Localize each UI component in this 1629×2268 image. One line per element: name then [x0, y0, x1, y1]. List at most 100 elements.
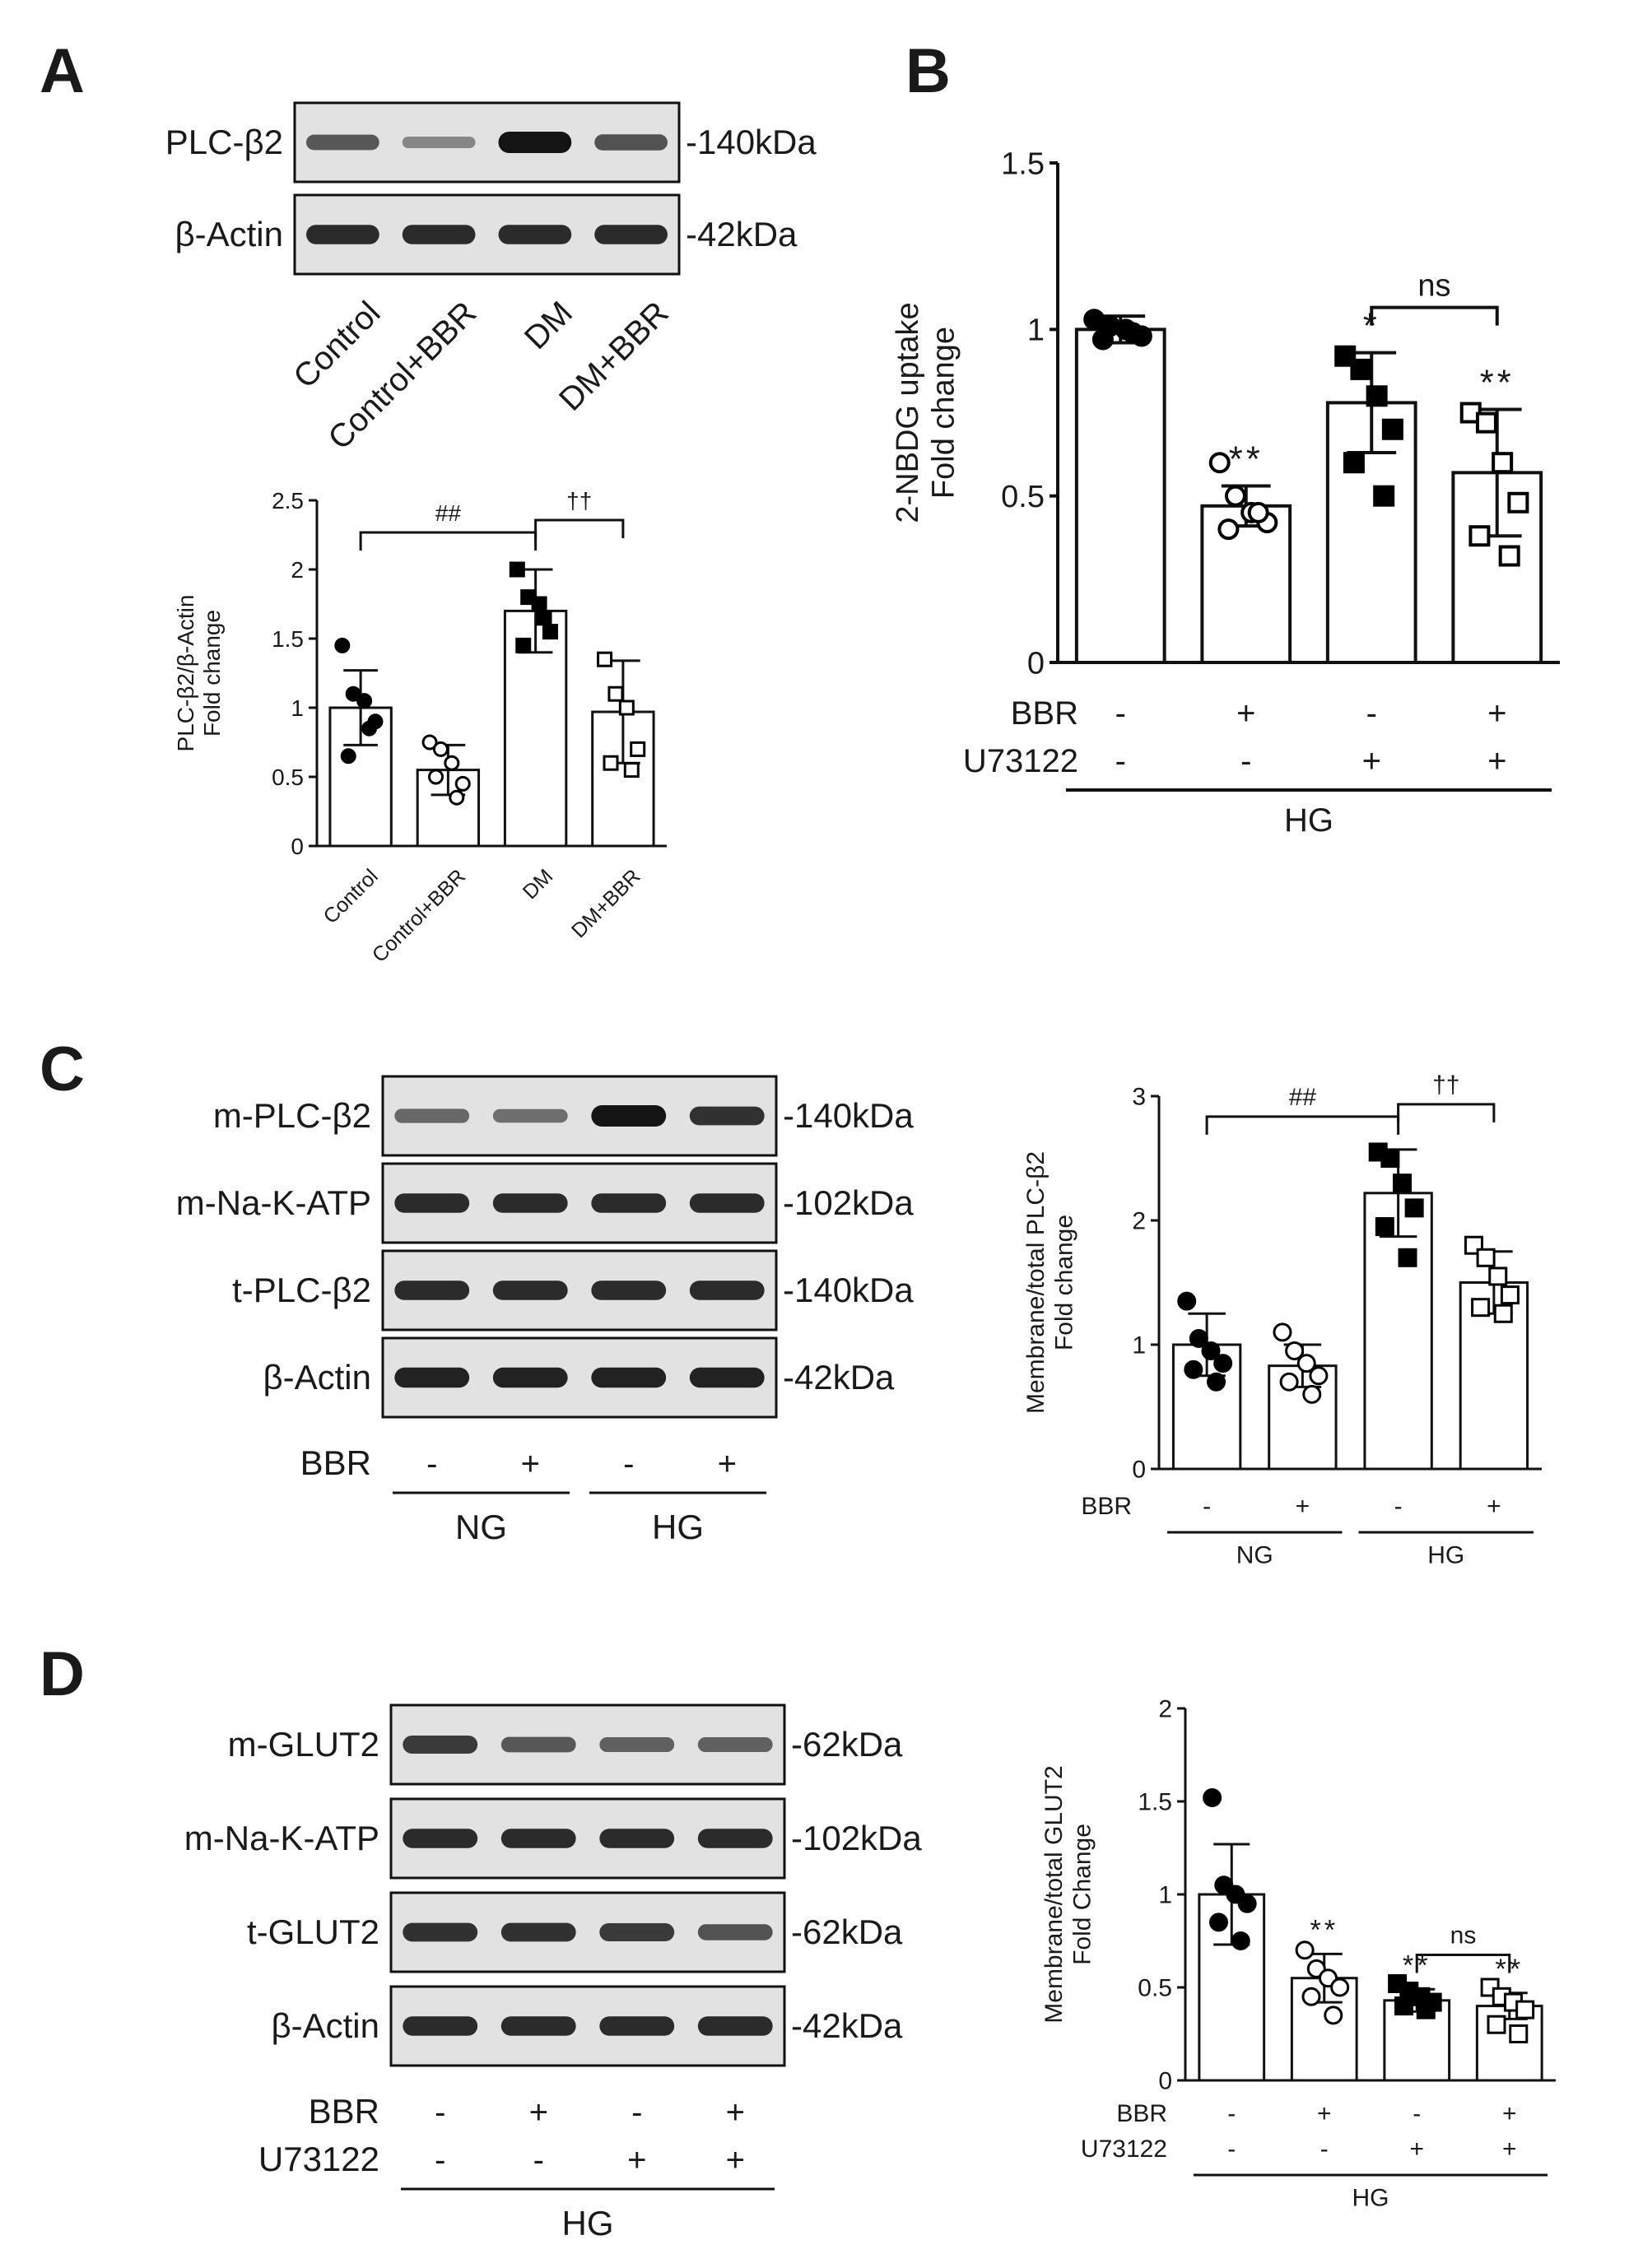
y-axis-label: Fold change	[1051, 1215, 1078, 1350]
blot-band	[594, 134, 668, 151]
y-tick-label: 3	[1132, 1084, 1146, 1111]
condition-label: BBR	[1011, 695, 1078, 732]
data-point	[1295, 1940, 1315, 1960]
data-point	[1309, 1366, 1329, 1386]
blot-label: m-GLUT2	[228, 1725, 379, 1764]
data-point	[1184, 1359, 1203, 1379]
data-point	[1302, 1384, 1322, 1404]
condition-mark: +	[1487, 1493, 1501, 1520]
data-point	[531, 596, 547, 612]
data-point	[1393, 1174, 1413, 1193]
y-tick-label: 1	[291, 695, 304, 721]
blot-band	[697, 1737, 773, 1752]
condition-label: U73122	[258, 2140, 379, 2178]
condition-mark: +	[521, 1446, 540, 1482]
y-axis-label: Membrane/total GLUT2	[1040, 1765, 1068, 2023]
data-point	[340, 748, 356, 765]
data-point	[356, 693, 373, 709]
data-point	[1207, 1372, 1226, 1392]
group-label: NG	[455, 1508, 507, 1546]
data-point	[1189, 1328, 1208, 1348]
data-point	[1476, 1248, 1496, 1267]
data-point	[1515, 2000, 1535, 2019]
data-point	[1224, 485, 1246, 507]
y-tick-label: 0	[1027, 646, 1045, 681]
y-tick-label: 1	[1158, 1882, 1172, 1909]
chart-panel-a: 0 0.5 1 1.5 2 2.5 PLC-β2/β-Actin Fold change Con…	[173, 488, 667, 967]
blot-kda: -102kDa	[791, 1819, 922, 1857]
data-point	[361, 720, 378, 737]
y-tick-label: 0	[1158, 2068, 1172, 2095]
blot-band	[500, 2016, 576, 2036]
y-axis-label: 2-NBDG uptake	[891, 302, 925, 523]
significance-bracket	[534, 518, 625, 538]
data-point	[1416, 2000, 1436, 2019]
data-point	[1487, 2015, 1506, 2034]
category-label: Control+BBR	[368, 865, 470, 967]
data-point	[1475, 411, 1497, 434]
condition-label: U73122	[963, 743, 1078, 779]
condition-mark: -	[623, 1446, 634, 1482]
data-point	[1507, 491, 1529, 514]
data-point	[1122, 322, 1144, 344]
blot-panel-c: m-PLC-β2 -140kDa m-Na-K-ATP -102kDa t-PLC-β2…	[176, 1075, 914, 1546]
data-point	[1404, 1198, 1424, 1218]
blot-band	[697, 1924, 773, 1940]
y-tick-label: 1.5	[1001, 146, 1045, 181]
data-point	[1217, 518, 1240, 541]
blot-band	[492, 1367, 568, 1388]
condition-mark: -	[1115, 695, 1126, 732]
data-point	[1366, 385, 1388, 407]
blot-kda: -140kDa	[783, 1271, 914, 1309]
data-point	[1509, 2024, 1529, 2043]
condition-label: BBR	[300, 1443, 371, 1482]
bar	[1363, 1192, 1433, 1471]
data-point	[1334, 345, 1357, 367]
group-label: HG	[1352, 2185, 1389, 2212]
data-point	[607, 686, 624, 702]
condition-mark: +	[1502, 2100, 1517, 2127]
blot-band	[500, 1829, 576, 1848]
data-point	[1380, 1149, 1400, 1168]
y-tick-label: 2	[291, 557, 304, 583]
condition-mark: -	[435, 2142, 445, 2178]
condition-mark: -	[1320, 2136, 1329, 2163]
data-point	[454, 775, 471, 792]
condition-mark: -	[426, 1446, 437, 1482]
blot-band	[402, 225, 476, 244]
bracket-label: ††	[566, 488, 592, 514]
condition-mark: -	[1394, 1493, 1403, 1520]
blot-band	[306, 134, 379, 151]
condition-mark: +	[1362, 743, 1381, 779]
data-point	[1208, 452, 1231, 474]
significance-star: *	[1363, 306, 1380, 346]
data-point	[630, 741, 646, 757]
panel-label-a: A	[40, 36, 85, 106]
blot-label: m-PLC-β2	[213, 1096, 371, 1135]
blot-band	[498, 132, 572, 153]
data-point	[444, 755, 460, 771]
chart-panel-d: 0 0.5 1 1.5 2 Membrane/total GLUT2 Fold Change…	[1040, 1696, 1556, 2212]
condition-label: BBR	[1116, 2100, 1167, 2127]
data-point	[623, 762, 640, 778]
significance-star: **	[1310, 1914, 1338, 1945]
blot-kda: -140kDa	[783, 1096, 914, 1135]
blot-band	[689, 1280, 765, 1300]
group-label: NG	[1236, 1542, 1273, 1569]
blot-kda: -42kDa	[686, 215, 798, 253]
y-axis-label: Membrane/total PLC-β2	[1022, 1151, 1050, 1414]
group-label: HG	[652, 1508, 704, 1546]
data-point	[1231, 1931, 1250, 1950]
blot-band	[394, 1367, 470, 1388]
condition-mark: +	[1502, 2136, 1517, 2163]
blot-band	[500, 1922, 576, 1942]
blot-label: t-GLUT2	[247, 1912, 379, 1951]
condition-mark: +	[1236, 695, 1255, 732]
data-point	[345, 686, 361, 702]
condition-mark: -	[1240, 743, 1251, 779]
bracket-label: ††	[1432, 1071, 1459, 1099]
blot-band	[599, 2016, 675, 2036]
blot-band	[591, 1280, 667, 1300]
condition-mark: -	[1203, 1493, 1211, 1520]
data-point	[1237, 1894, 1257, 1913]
